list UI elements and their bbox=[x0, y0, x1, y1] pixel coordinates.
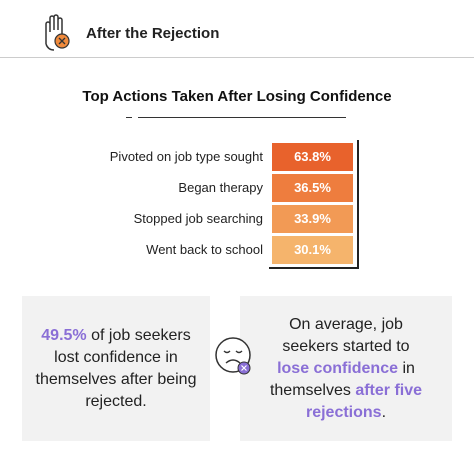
row-value: 33.9% bbox=[272, 205, 353, 233]
text: in themselves bbox=[269, 359, 415, 399]
callout-text: On average, job seekers started to lose … bbox=[266, 314, 426, 424]
row-label: Stopped job searching bbox=[133, 211, 263, 226]
text: . bbox=[381, 403, 387, 421]
row-value: 36.5% bbox=[272, 174, 353, 202]
highlight: after five rejections bbox=[305, 381, 423, 421]
sad-face-icon bbox=[215, 337, 251, 375]
text: of job seekers lost confidence in themse… bbox=[35, 326, 197, 410]
text: On average, job seekers started to bbox=[282, 315, 410, 355]
callout-text: 49.5% of job seekers lost confidence in … bbox=[34, 325, 199, 413]
callout-left: 49.5% of job seekers lost confidence in … bbox=[22, 296, 210, 441]
callout-right: On average, job seekers started to lose … bbox=[240, 296, 452, 441]
highlight: lose confidence bbox=[277, 359, 398, 377]
table-title: Top Actions Taken After Losing Confidenc… bbox=[82, 88, 392, 105]
row-label: Went back to school bbox=[146, 242, 263, 257]
header-title: After the Rejection bbox=[86, 25, 220, 42]
row-value: 63.8% bbox=[272, 143, 353, 171]
hand-icon bbox=[45, 14, 70, 51]
divider bbox=[0, 57, 474, 58]
cell-frame bbox=[269, 140, 359, 269]
underline-dash bbox=[126, 117, 132, 118]
row-value: 30.1% bbox=[272, 236, 353, 264]
row-label: Pivoted on job type sought bbox=[109, 149, 263, 164]
highlight: 49.5% bbox=[41, 326, 87, 344]
underline bbox=[138, 117, 346, 118]
row-label: Began therapy bbox=[178, 180, 263, 195]
